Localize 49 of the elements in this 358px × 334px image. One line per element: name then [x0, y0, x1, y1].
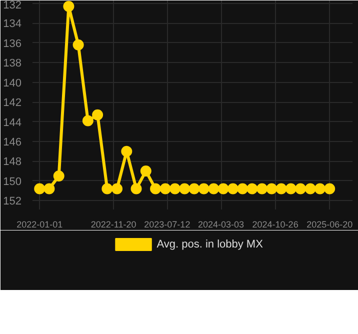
point: [227, 183, 238, 194]
y-tick-label: 150: [3, 176, 22, 188]
x-tick-label: 2022-01-01: [16, 220, 63, 230]
y-tick-label: 136: [3, 38, 22, 50]
point: [314, 183, 326, 194]
y-tick-label: 148: [3, 156, 22, 168]
point: [246, 183, 258, 194]
y-tick-label: 132: [3, 0, 22, 12]
x-tick-label: 2023-07-12: [144, 220, 190, 230]
y-tick-label: 146: [3, 136, 22, 148]
x-tick-label: 2025-06-20: [306, 220, 353, 230]
y-tick-label: 140: [3, 77, 22, 90]
point: [121, 146, 132, 157]
point: [92, 109, 104, 120]
y-tick-label: 142: [3, 97, 22, 110]
point: [34, 183, 46, 194]
x-tick-label: 2024-03-03: [198, 220, 244, 230]
point: [169, 183, 180, 194]
y-tick-label: 138: [3, 58, 22, 70]
point: [188, 183, 200, 194]
point: [208, 183, 220, 194]
point: [53, 170, 64, 182]
point: [150, 183, 162, 194]
point: [304, 183, 316, 194]
point: [266, 183, 278, 194]
point: [179, 183, 190, 194]
x-tick-label: 2024-10-26: [252, 220, 298, 230]
y-tick-label: 144: [3, 116, 22, 129]
point: [72, 39, 84, 50]
point: [324, 183, 336, 194]
y-tick-label: 152: [3, 196, 22, 208]
point: [82, 115, 94, 126]
point: [256, 183, 268, 194]
legend-label: Avg. pos. in lobby MX: [156, 238, 264, 250]
point: [130, 183, 142, 194]
point: [295, 183, 306, 194]
point: [160, 183, 171, 194]
point: [198, 183, 210, 194]
point: [44, 183, 55, 194]
point: [285, 183, 296, 194]
point: [63, 0, 74, 12]
y-tick-label: 134: [3, 18, 22, 30]
point: [237, 183, 248, 194]
point: [218, 183, 229, 194]
x-tick-label: 2022-11-20: [90, 220, 136, 230]
point: [140, 166, 152, 177]
point: [102, 183, 113, 194]
point: [112, 183, 123, 194]
point: [276, 183, 287, 194]
